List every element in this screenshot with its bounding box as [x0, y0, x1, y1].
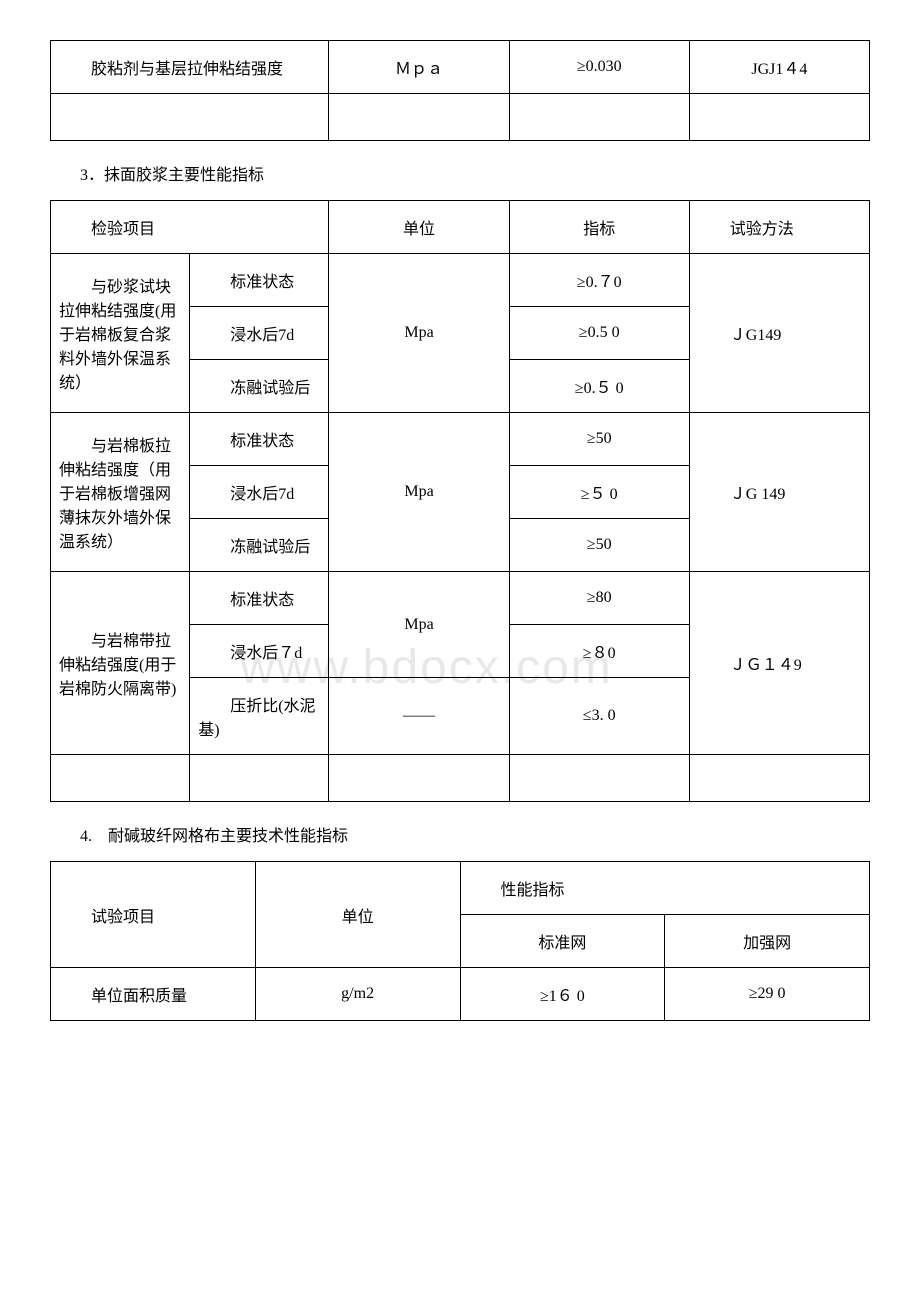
cell-value: ≥0.７0: [509, 254, 689, 307]
cell-group-label: 与岩棉板拉伸粘结强度（用于岩棉板增强网薄抹灰外墙外保温系统）: [51, 413, 190, 572]
empty-cell: [51, 755, 190, 802]
cell-unit: g/m2: [255, 968, 460, 1021]
cell-label: 胶粘剂与基层拉伸粘结强度: [51, 41, 329, 94]
header-cell: 试验方法: [689, 201, 869, 254]
cell-method: ＪG 149: [689, 413, 869, 572]
section-title-mesh: 4. 耐碱玻纤网格布主要技术性能指标: [80, 822, 870, 846]
cell-value: ≥50: [509, 413, 689, 466]
header-cell: 加强网: [665, 915, 870, 968]
header-cell: 试验项目: [51, 862, 256, 968]
cell-value-std: ≥1６ 0: [460, 968, 665, 1021]
table-adhesive-bond: 胶粘剂与基层拉伸粘结强度 Ｍｐａ ≥0.030 JGJ1４4: [50, 40, 870, 141]
table-mesh-performance: 试验项目 单位 性能指标 标准网 加强网 单位面积质量 g/m2 ≥1６ 0 ≥…: [50, 861, 870, 1021]
table-row: 与岩棉板拉伸粘结强度（用于岩棉板增强网薄抹灰外墙外保温系统） 标准状态 Mpa …: [51, 413, 870, 466]
table-row: 单位面积质量 g/m2 ≥1６ 0 ≥29 0: [51, 968, 870, 1021]
cell-group-label: 与岩棉带拉伸粘结强度(用于岩棉防火隔离带): [51, 572, 190, 755]
cell-condition: 冻融试验后: [190, 519, 329, 572]
cell-value: ≥５ 0: [509, 466, 689, 519]
empty-cell: [509, 755, 689, 802]
cell-unit: Mpa: [329, 413, 509, 572]
table-row: 胶粘剂与基层拉伸粘结强度 Ｍｐａ ≥0.030 JGJ1４4: [51, 41, 870, 94]
empty-cell: [329, 755, 509, 802]
cell-group-label: 与砂浆试块拉伸粘结强度(用于岩棉板复合浆料外墙外保温系统）: [51, 254, 190, 413]
table-header-row: 检验项目 单位 指标 试验方法: [51, 201, 870, 254]
cell-condition: 压折比(水泥基): [190, 678, 329, 755]
empty-cell: [190, 755, 329, 802]
cell-value: ≤3. 0: [509, 678, 689, 755]
cell-method: JGJ1４4: [689, 41, 869, 94]
cell-condition: 标准状态: [190, 254, 329, 307]
cell-condition: 冻融试验后: [190, 360, 329, 413]
cell-value: ≥８0: [509, 625, 689, 678]
header-cell: 性能指标: [460, 862, 870, 915]
cell-value: ≥80: [509, 572, 689, 625]
cell-value: ≥50: [509, 519, 689, 572]
cell-condition: 浸水后7d: [190, 466, 329, 519]
table-row: 与岩棉带拉伸粘结强度(用于岩棉防火隔离带) 标准状态 Mpa ≥80 ＪＧ１４9: [51, 572, 870, 625]
empty-cell: [689, 94, 869, 141]
cell-condition: 标准状态: [190, 413, 329, 466]
header-cell: 单位: [255, 862, 460, 968]
table-header-row: 试验项目 单位 性能指标: [51, 862, 870, 915]
table-row: 与砂浆试块拉伸粘结强度(用于岩棉板复合浆料外墙外保温系统） 标准状态 Mpa ≥…: [51, 254, 870, 307]
table-mortar-performance: 检验项目 单位 指标 试验方法 与砂浆试块拉伸粘结强度(用于岩棉板复合浆料外墙外…: [50, 200, 870, 802]
cell-value: ≥0.030: [509, 41, 689, 94]
header-cell: 检验项目: [51, 201, 329, 254]
empty-cell: [329, 94, 509, 141]
empty-cell: [509, 94, 689, 141]
cell-condition: 标准状态: [190, 572, 329, 625]
cell-value-reinforced: ≥29 0: [665, 968, 870, 1021]
cell-method: ＪG149: [689, 254, 869, 413]
cell-condition: 浸水后7d: [190, 307, 329, 360]
cell-label: 单位面积质量: [51, 968, 256, 1021]
empty-cell: [51, 94, 329, 141]
header-cell: 标准网: [460, 915, 665, 968]
table-row-empty: [51, 94, 870, 141]
table-row-empty: [51, 755, 870, 802]
cell-condition: 浸水后７d: [190, 625, 329, 678]
cell-unit: Ｍｐａ: [329, 41, 509, 94]
header-cell: 指标: [509, 201, 689, 254]
cell-value: ≥0.5 0: [509, 307, 689, 360]
cell-unit: Mpa: [329, 254, 509, 413]
cell-value: ≥0.５ 0: [509, 360, 689, 413]
cell-method: ＪＧ１４9: [689, 572, 869, 755]
cell-unit-override: ——: [329, 678, 509, 755]
header-cell: 单位: [329, 201, 509, 254]
empty-cell: [689, 755, 869, 802]
section-title-mortar: 3．抹面胶浆主要性能指标: [80, 161, 870, 185]
cell-unit: Mpa: [329, 572, 509, 678]
